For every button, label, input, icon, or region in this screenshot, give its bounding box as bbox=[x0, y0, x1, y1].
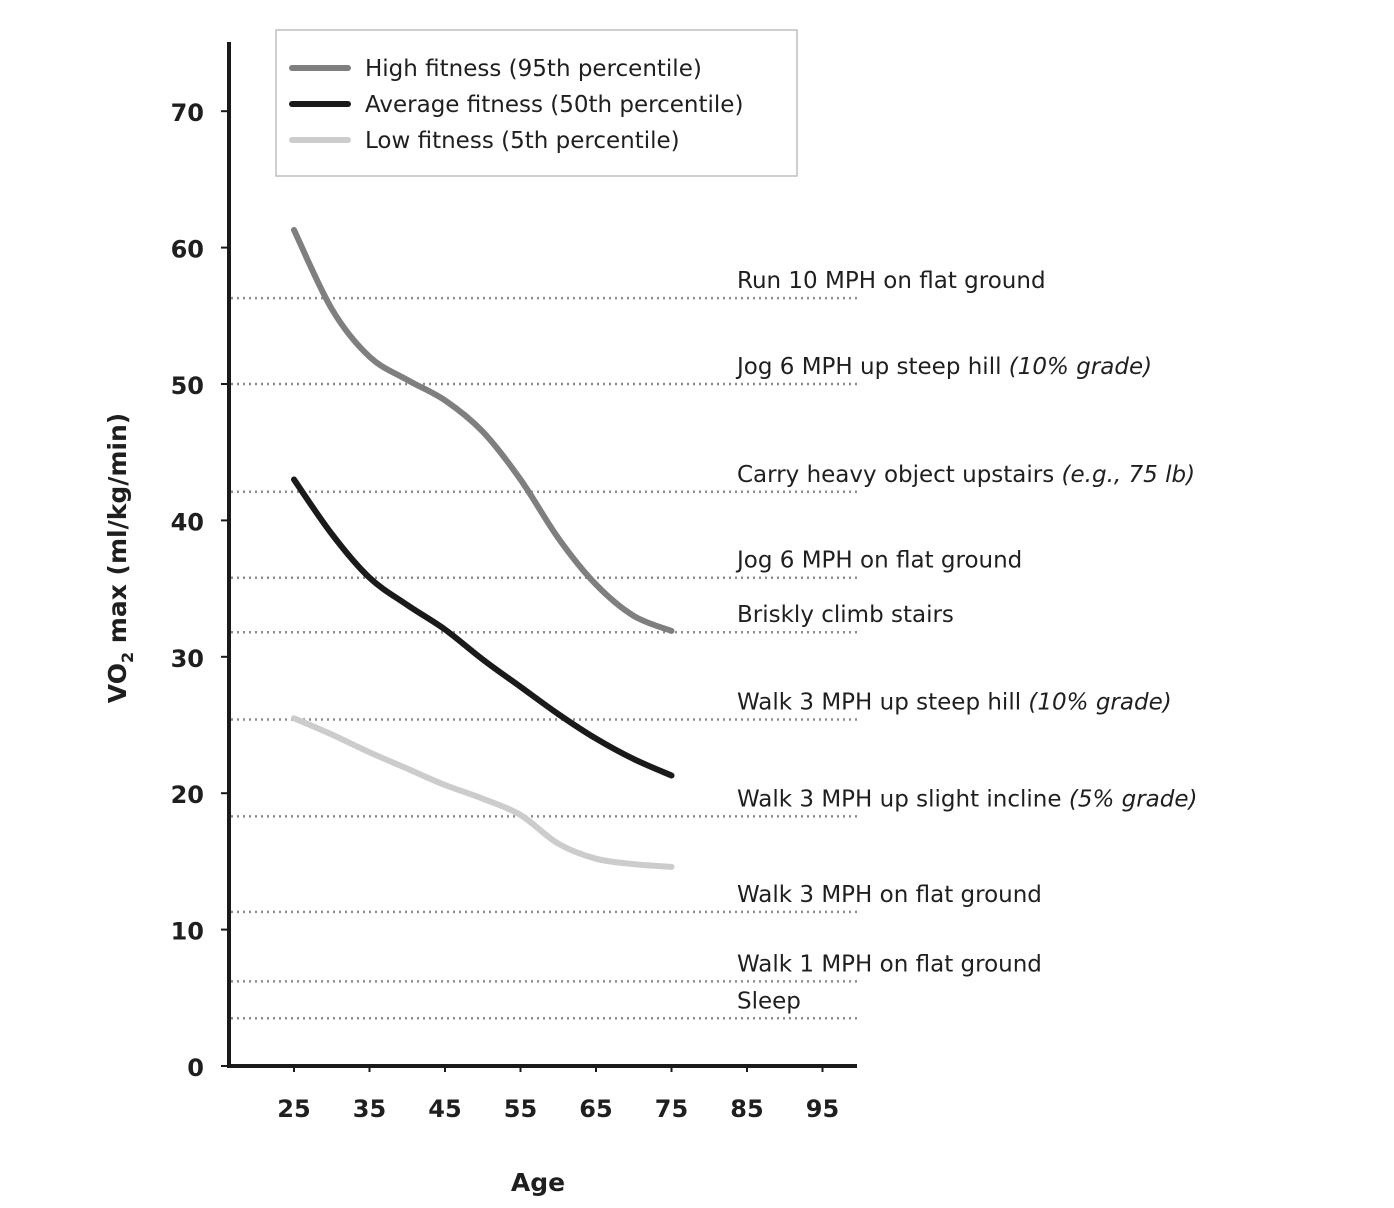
axes bbox=[227, 42, 857, 1068]
average-fitness-line bbox=[291, 476, 675, 779]
x-tick-label: 25 bbox=[277, 1095, 310, 1123]
legend-item-low: Low fitness (5th percentile) bbox=[289, 128, 680, 154]
activity-label: Walk 3 MPH up steep hill (10% grade) bbox=[737, 690, 1172, 716]
activity-label: Run 10 MPH on flat ground bbox=[737, 268, 1046, 294]
activity-label: Jog 6 MPH up steep hill (10% grade) bbox=[735, 354, 1152, 380]
x-tick-label: 35 bbox=[353, 1095, 386, 1123]
y-tick-label: 60 bbox=[171, 236, 204, 264]
x-tick-label: 95 bbox=[806, 1095, 839, 1123]
activity-label: Walk 3 MPH on flat ground bbox=[737, 882, 1042, 908]
tick-labels: 0 10 20 30 40 50 60 70 25 35 45 55 65 75 85 95 bbox=[171, 99, 840, 1123]
series-lines bbox=[291, 226, 675, 870]
y-tick-label: 20 bbox=[171, 781, 204, 809]
y-axis-title: VO2 max (ml/kg/min) bbox=[103, 413, 137, 703]
x-tick-label: 85 bbox=[730, 1095, 763, 1123]
legend-label: High fitness (95th percentile) bbox=[365, 56, 702, 82]
legend-label: Average fitness (50th percentile) bbox=[365, 92, 743, 118]
activity-label: Walk 1 MPH on flat ground bbox=[737, 951, 1042, 977]
y-tick-label: 30 bbox=[171, 645, 204, 673]
activity-label: Sleep bbox=[737, 988, 801, 1014]
legend-item-average: Average fitness (50th percentile) bbox=[289, 92, 743, 118]
x-tick-label: 75 bbox=[655, 1095, 688, 1123]
y-tick-label: 70 bbox=[171, 99, 204, 127]
activity-label: Briskly climb stairs bbox=[737, 602, 954, 628]
low-fitness-line bbox=[291, 715, 675, 870]
x-axis-title: Age bbox=[511, 1168, 565, 1197]
reference-lines: Run 10 MPH on flat ground Jog 6 MPH up st… bbox=[231, 268, 1198, 1020]
activity-label: Jog 6 MPH on flat ground bbox=[735, 548, 1022, 574]
high-fitness-line bbox=[291, 226, 675, 634]
legend-box bbox=[275, 29, 798, 177]
legend-label: Low fitness (5th percentile) bbox=[365, 128, 680, 154]
y-tick-label: 40 bbox=[171, 508, 204, 536]
y-tick-label: 0 bbox=[187, 1054, 204, 1082]
legend-item-high: High fitness (95th percentile) bbox=[289, 56, 702, 82]
activity-label: Walk 3 MPH up slight incline (5% grade) bbox=[737, 786, 1198, 812]
x-tick-label: 55 bbox=[504, 1095, 537, 1123]
legend: High fitness (95th percentile) Average fi… bbox=[275, 29, 798, 177]
activity-label: Carry heavy object upstairs (e.g., 75 lb… bbox=[737, 462, 1195, 488]
y-tick-label: 50 bbox=[171, 372, 204, 400]
x-tick-label: 65 bbox=[579, 1095, 612, 1123]
x-tick-label: 45 bbox=[428, 1095, 461, 1123]
y-tick-label: 10 bbox=[171, 918, 204, 946]
